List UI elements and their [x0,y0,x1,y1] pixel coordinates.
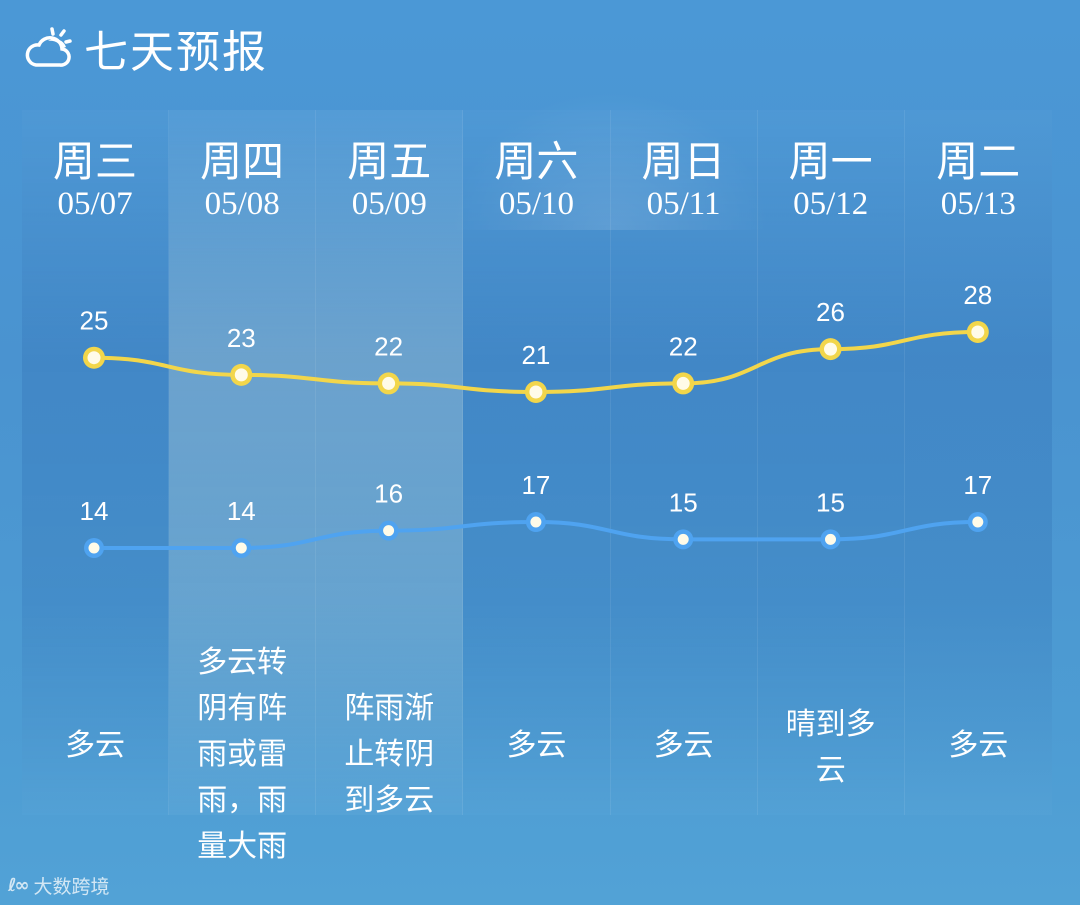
day-column: 周五 05/09 阵雨渐止转阴到多云 [316,110,464,818]
page-header: 七天预报 [22,18,268,78]
weekday-label: 周三 [53,137,138,186]
day-column: 周二 05/13 多云 [904,110,1052,815]
weekday-label: 周五 [347,137,432,186]
weather-description: 阵雨渐止转阴到多云 [344,691,435,818]
day-column: 周一 05/12 晴到多云 [757,110,905,815]
date-label: 05/13 [940,186,1016,222]
forecast-grid: 周三 05/07 多云 周四 05/08 多云转阴有阵雨或雷雨，雨量大雨 周五 … [22,110,1052,864]
day-column: 周日 05/11 多云 [610,110,758,815]
date-label: 05/09 [351,186,427,222]
weather-description: 多云 [65,728,126,763]
weather-description: 多云 [948,728,1009,763]
day-column: 周三 05/07 多云 [22,110,170,815]
day-column: 周四 05/08 多云转阴有阵雨或雷雨，雨量大雨 [169,110,317,864]
brand-logo-icon: ℓ∞ [8,875,30,896]
date-label: 05/07 [57,186,133,222]
page-title: 七天预报 [84,27,268,78]
weekday-label: 周四 [200,137,285,186]
weekday-label: 周二 [936,137,1021,186]
watermark: ℓ∞ 大数跨境 [8,872,110,899]
weather-description: 多云 [653,728,714,763]
date-label: 05/11 [646,186,721,222]
brand-name: 大数跨境 [33,876,110,898]
weather-description: 晴到多云 [785,707,876,788]
day-column: 周六 05/10 多云 [463,110,611,815]
weekday-label: 周一 [788,137,873,186]
weather-description: 多云转阴有阵雨或雷雨，雨量大雨 [197,645,288,864]
weekday-label: 周日 [641,137,726,186]
date-label: 05/10 [498,186,575,222]
date-label: 05/12 [793,186,869,222]
weather-description: 多云 [506,728,567,763]
date-label: 05/08 [204,186,280,222]
partly-cloudy-icon [25,27,72,67]
weekday-label: 周六 [494,137,579,186]
